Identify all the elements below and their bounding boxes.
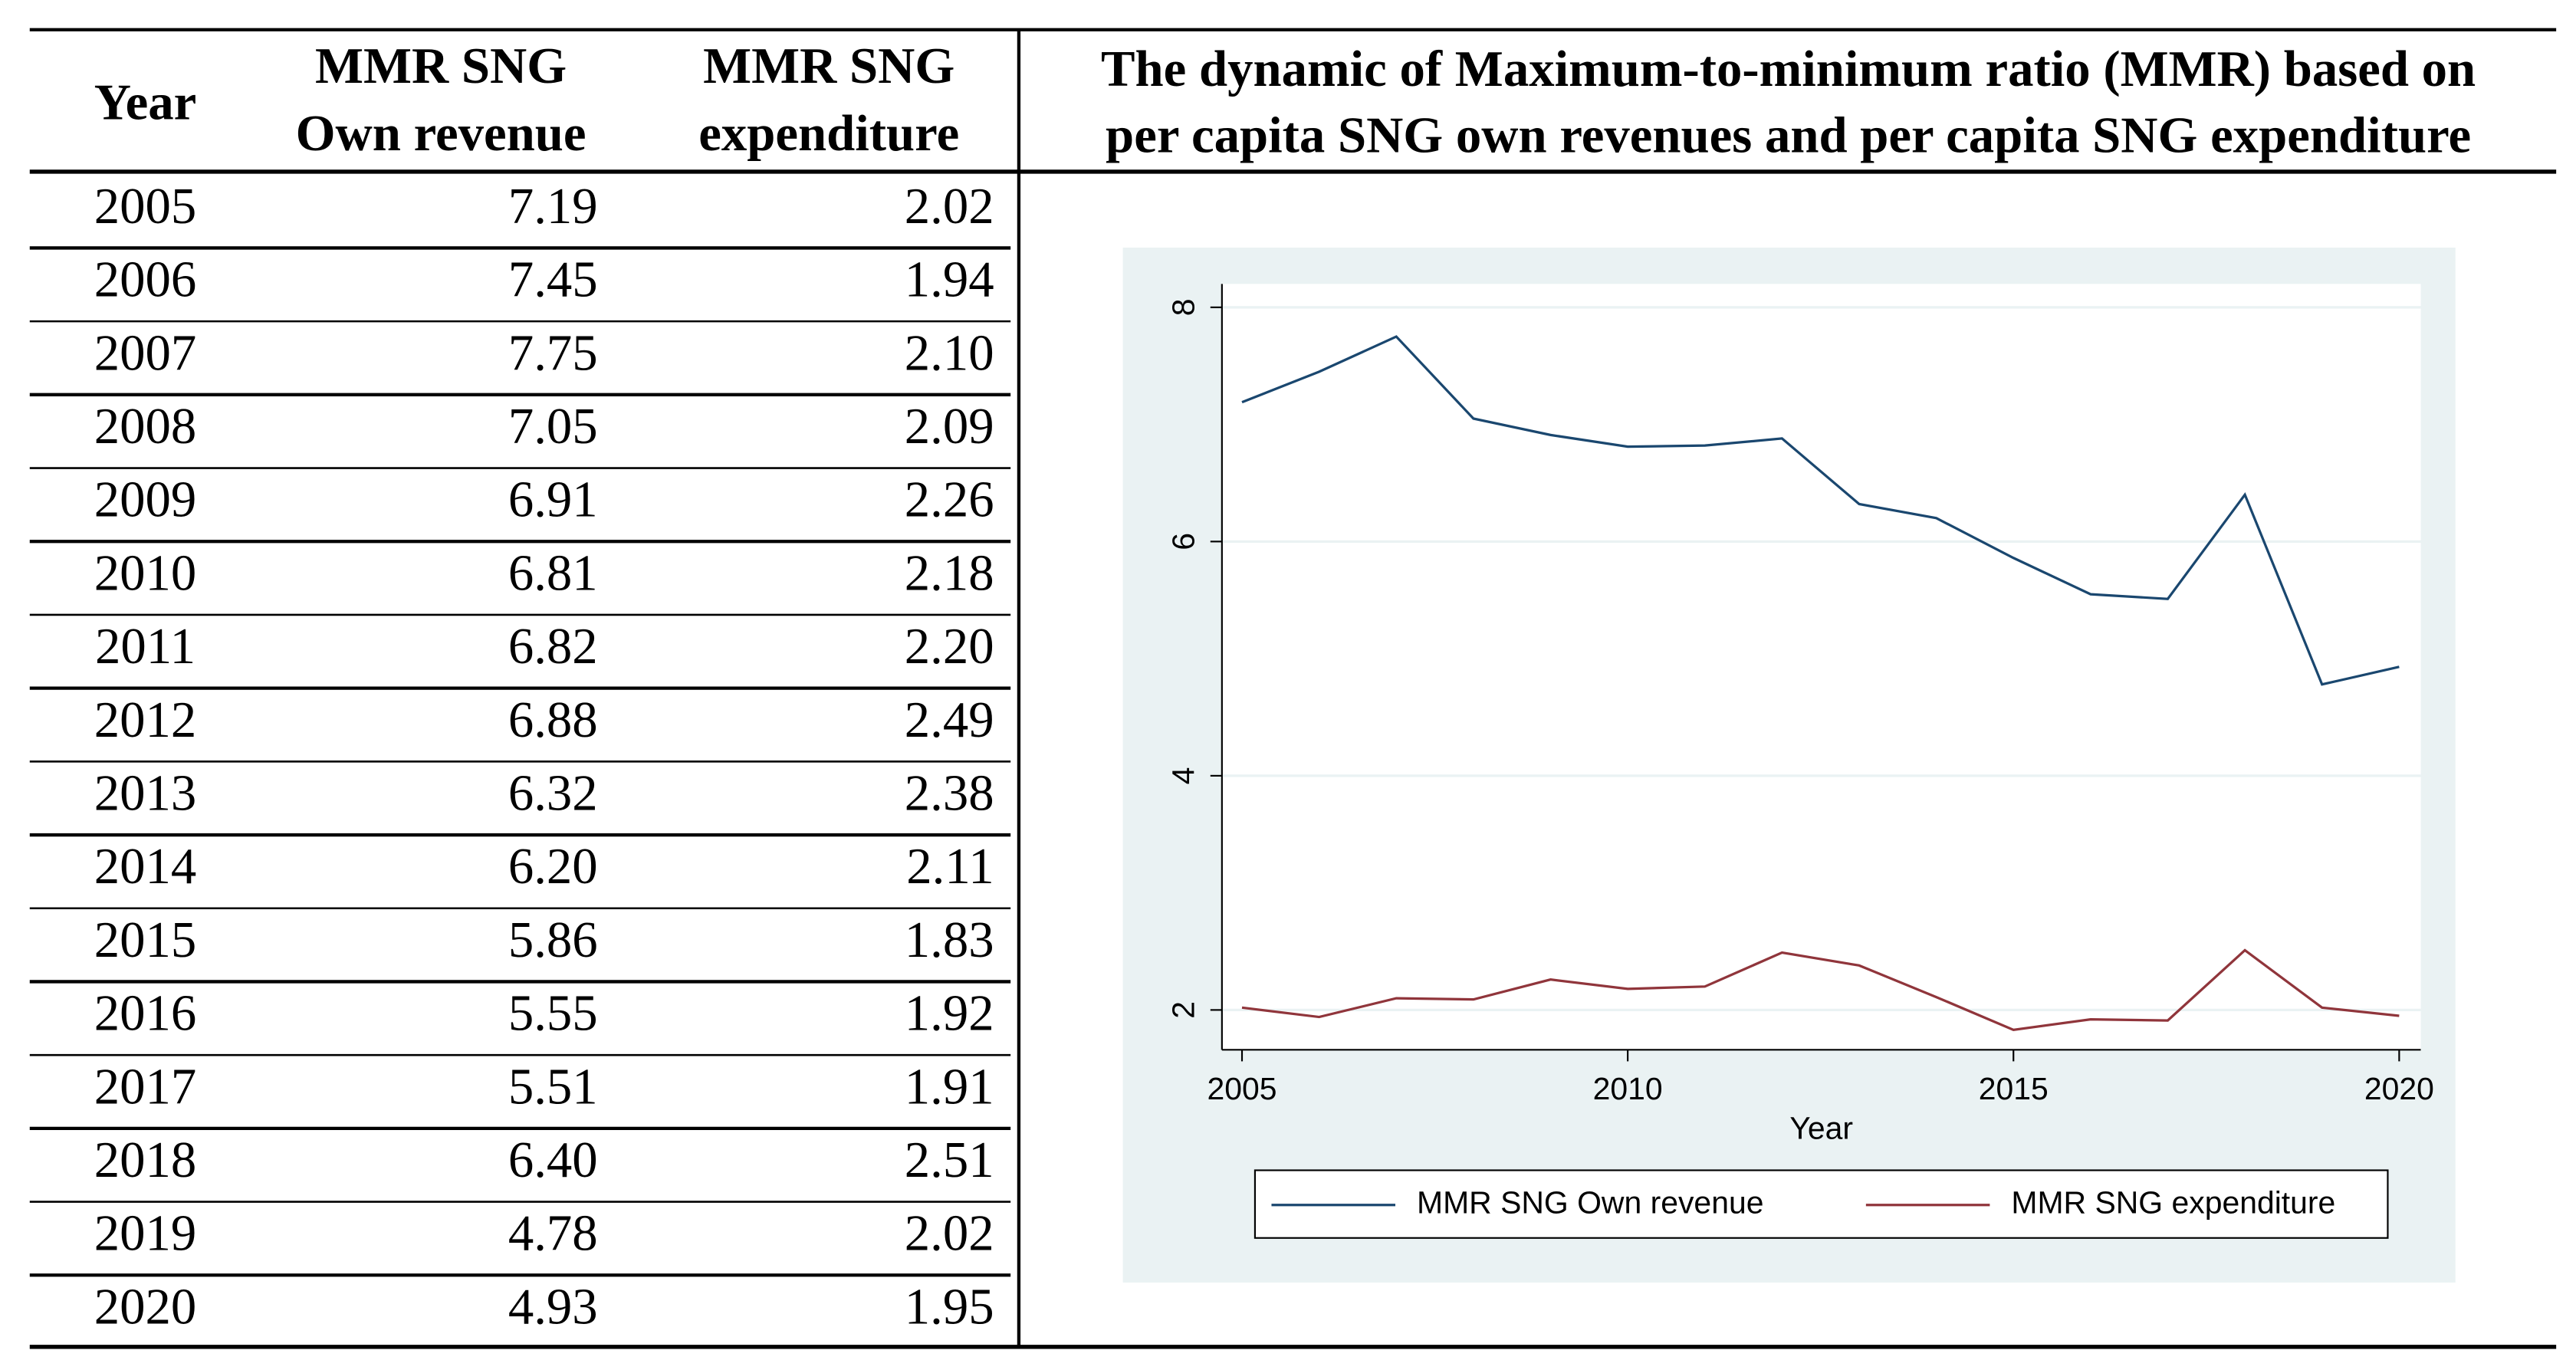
table-cell: 6.20 <box>508 839 598 895</box>
legend <box>1254 1169 2389 1239</box>
table-cell: 2011 <box>95 619 196 675</box>
table-cell: 2012 <box>94 692 197 748</box>
table-cell: 1.91 <box>905 1059 994 1115</box>
table-cell: 5.51 <box>508 1059 598 1115</box>
column-header: MMR SNG <box>703 38 955 94</box>
table-cell: 6.32 <box>508 766 598 822</box>
table-cell: 6.91 <box>508 472 598 528</box>
table-cell: 6.82 <box>508 619 598 675</box>
legend-label: MMR SNG Own revenue <box>1417 1185 1763 1221</box>
table-cell: 1.83 <box>905 912 994 968</box>
column-header: expenditure <box>698 106 959 162</box>
table-cell: 6.81 <box>508 545 598 601</box>
x-tick-label: 2020 <box>2364 1071 2434 1106</box>
y-tick-label: 2 <box>1165 1001 1201 1019</box>
table-cell: 4.78 <box>508 1206 598 1262</box>
table-cell: 2.11 <box>906 839 994 895</box>
column-header: MMR SNG <box>315 38 567 94</box>
table-cell: 2.38 <box>905 766 994 822</box>
table-cell: 2006 <box>94 252 197 308</box>
table-cell: 2008 <box>94 399 197 455</box>
table-cell: 1.94 <box>905 252 994 308</box>
table-cell: 2.51 <box>905 1132 994 1188</box>
table-cell: 2015 <box>94 912 197 968</box>
table-cell: 6.40 <box>508 1132 598 1188</box>
chart-title: per capita SNG own revenues and per capi… <box>1106 107 2471 163</box>
column-header: Year <box>94 74 196 130</box>
y-tick-label: 4 <box>1165 767 1201 784</box>
table-cell: 7.75 <box>508 325 598 381</box>
series-line <box>1241 335 2400 686</box>
x-tick-label: 2010 <box>1593 1071 1663 1106</box>
table-cell: 2.02 <box>905 1206 994 1262</box>
table-cell: 2016 <box>94 986 197 1042</box>
table-cell: 2.49 <box>905 692 994 748</box>
table-cell: 5.55 <box>508 986 598 1042</box>
y-tick-label: 6 <box>1165 533 1201 550</box>
table-cell: 6.88 <box>508 692 598 748</box>
table-cell: 7.45 <box>508 252 598 308</box>
table-cell: 2010 <box>94 545 197 601</box>
table-cell: 1.95 <box>905 1279 994 1335</box>
table-cell: 2019 <box>94 1206 197 1262</box>
legend-label: MMR SNG expenditure <box>2011 1185 2335 1221</box>
table-cell: 1.92 <box>905 986 994 1042</box>
table-cell: 2009 <box>94 472 197 528</box>
table-cell: 2.18 <box>905 545 994 601</box>
table-cell: 5.86 <box>508 912 598 968</box>
chart-title: The dynamic of Maximum-to-minimum ratio … <box>1101 41 2476 97</box>
table-cell: 2.26 <box>905 472 994 528</box>
table-cell: 7.05 <box>508 399 598 455</box>
table-cell: 4.93 <box>508 1279 598 1335</box>
table-cell: 7.19 <box>508 179 598 235</box>
table-cell: 2014 <box>94 839 197 895</box>
series-line <box>1241 948 2400 1032</box>
table-cell: 2013 <box>94 766 197 822</box>
table-cell: 2.20 <box>905 619 994 675</box>
column-header: Own revenue <box>296 106 586 162</box>
table-cell: 2.10 <box>905 325 994 381</box>
x-axis-label: Year <box>1789 1111 1853 1146</box>
x-tick-label: 2015 <box>1979 1071 2049 1106</box>
table-cell: 2020 <box>94 1279 197 1335</box>
table-cell: 2007 <box>94 325 197 381</box>
table-cell: 2017 <box>94 1059 197 1115</box>
table-cell: 2018 <box>94 1132 197 1188</box>
table-cell: 2.02 <box>905 179 994 235</box>
table-cell: 2.09 <box>905 399 994 455</box>
plot-area <box>1221 284 2421 1050</box>
y-tick-label: 8 <box>1165 298 1201 316</box>
x-tick-label: 2005 <box>1207 1071 1276 1106</box>
table-cell: 2005 <box>94 179 197 235</box>
